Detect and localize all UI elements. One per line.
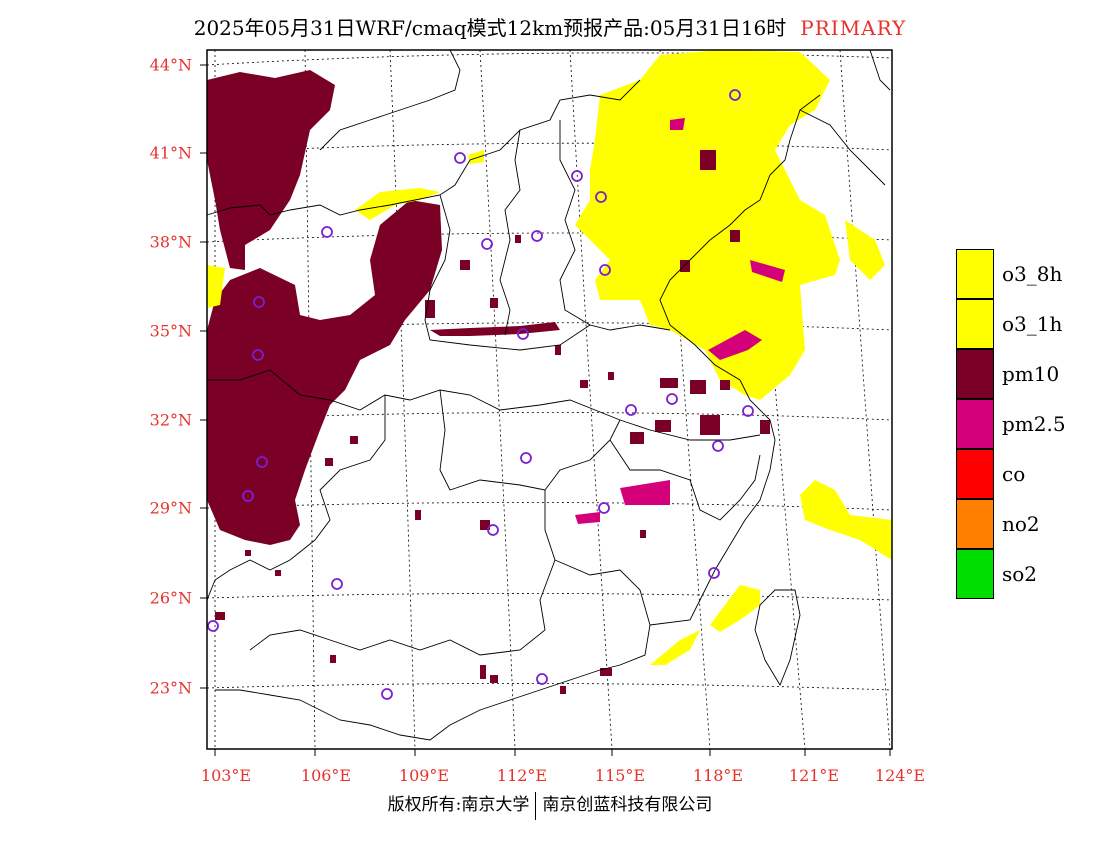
lon-label: 118°E: [692, 766, 744, 785]
legend-swatch: [956, 299, 994, 349]
pm10-specks: [215, 150, 770, 694]
pm25-regions: [575, 118, 785, 524]
lon-label: 112°E: [496, 766, 548, 785]
o3-regions: [207, 50, 892, 665]
lat-label: 35°N: [149, 321, 192, 341]
legend-swatch: [956, 449, 994, 499]
axis-ticks: [200, 64, 891, 756]
lat-label: 32°N: [149, 410, 192, 430]
lat-label: 44°N: [149, 55, 192, 75]
legend-swatch: [956, 549, 994, 599]
copyright-right: 南京创蓝科技有限公司: [542, 795, 713, 815]
footer-divider: [535, 791, 537, 820]
legend-swatch: [956, 499, 994, 549]
legend-label: co: [1002, 462, 1026, 486]
lon-label: 121°E: [788, 766, 840, 785]
lon-label: 106°E: [300, 766, 352, 785]
legend-label: o3_1h: [1002, 312, 1063, 336]
station-markers: [207, 89, 754, 700]
title-text: 2025年05月31日WRF/cmaq模式12km预报产品:05月31日16时: [193, 16, 787, 40]
lat-label: 23°N: [149, 678, 192, 698]
legend-swatch: [956, 399, 994, 449]
legend-label: pm2.5: [1002, 412, 1066, 436]
legend-swatch: [956, 249, 994, 299]
map-title: 2025年05月31日WRF/cmaq模式12km预报产品:05月31日16时 P…: [0, 12, 1100, 41]
boundaries: [206, 49, 891, 741]
lon-label: 103°E: [200, 766, 252, 785]
lon-label: 124°E: [874, 766, 926, 785]
legend-label: o3_8h: [1002, 262, 1063, 286]
legend-swatch: [956, 349, 994, 399]
legend-label: no2: [1002, 512, 1040, 536]
lon-label: 115°E: [594, 766, 646, 785]
legend-label: pm10: [1002, 362, 1060, 386]
copyright-footer: 版权所有:南京大学 南京创蓝科技有限公司: [0, 790, 1100, 820]
lon-label: 109°E: [398, 766, 450, 785]
lat-label: 41°N: [149, 143, 192, 163]
lat-label: 38°N: [149, 232, 192, 252]
copyright-left: 版权所有:南京大学: [387, 795, 530, 815]
lat-label: 26°N: [149, 588, 192, 608]
lat-label: 29°N: [149, 498, 192, 518]
map-area: [206, 49, 893, 750]
pollutant-tag: PRIMARY: [800, 16, 907, 40]
legend-label: so2: [1002, 562, 1038, 586]
